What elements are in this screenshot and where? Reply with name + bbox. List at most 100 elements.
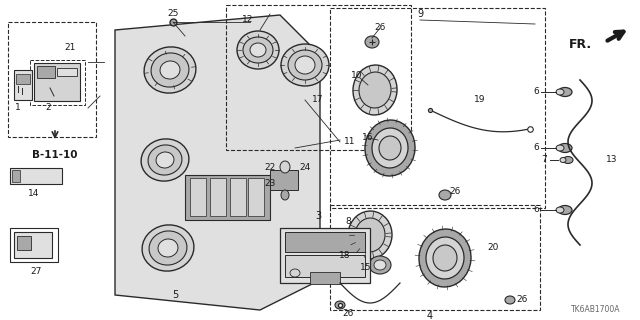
Text: 14: 14	[28, 189, 40, 198]
Bar	[280, 228, 370, 283]
Ellipse shape	[359, 72, 391, 108]
Text: 6: 6	[533, 204, 539, 213]
Ellipse shape	[563, 156, 573, 164]
Text: 18: 18	[339, 251, 351, 260]
Ellipse shape	[281, 190, 289, 200]
Bar	[17, 236, 31, 250]
Text: FR.: FR.	[569, 37, 592, 51]
Ellipse shape	[419, 229, 471, 287]
Ellipse shape	[47, 68, 57, 82]
Polygon shape	[115, 15, 320, 310]
Bar	[230, 178, 246, 216]
Ellipse shape	[374, 260, 386, 270]
Ellipse shape	[556, 145, 564, 151]
Text: 4: 4	[427, 311, 433, 320]
Ellipse shape	[560, 157, 566, 163]
Ellipse shape	[243, 37, 273, 63]
Ellipse shape	[365, 36, 379, 48]
Text: TK6AB1700A: TK6AB1700A	[570, 306, 620, 315]
Bar	[30, 60, 85, 105]
Text: 20: 20	[487, 244, 499, 252]
Ellipse shape	[558, 87, 572, 97]
Text: 15: 15	[360, 263, 372, 273]
Ellipse shape	[335, 301, 345, 309]
Ellipse shape	[160, 61, 180, 79]
Bar	[57, 68, 77, 76]
Ellipse shape	[426, 237, 464, 279]
Ellipse shape	[369, 256, 391, 274]
Bar	[14, 232, 52, 258]
Ellipse shape	[556, 89, 564, 95]
Text: 11: 11	[344, 138, 356, 147]
Bar	[14, 70, 32, 100]
Ellipse shape	[149, 231, 187, 265]
Bar	[16, 74, 30, 84]
Ellipse shape	[144, 47, 196, 93]
Ellipse shape	[379, 136, 401, 160]
Ellipse shape	[372, 128, 408, 168]
Text: 16: 16	[362, 133, 374, 142]
Bar	[270, 170, 298, 190]
Bar	[190, 178, 206, 216]
Text: 3: 3	[315, 211, 321, 221]
Bar	[226, 5, 411, 150]
Ellipse shape	[148, 145, 182, 175]
Ellipse shape	[348, 211, 392, 259]
Ellipse shape	[250, 43, 266, 57]
Ellipse shape	[353, 65, 397, 115]
Ellipse shape	[505, 296, 515, 304]
Text: 23: 23	[264, 179, 276, 188]
Ellipse shape	[295, 56, 315, 74]
Text: 6: 6	[533, 86, 539, 95]
Bar	[210, 178, 226, 216]
Ellipse shape	[142, 225, 194, 271]
Ellipse shape	[355, 218, 385, 252]
Bar	[37, 66, 55, 78]
Text: 21: 21	[64, 44, 76, 52]
Text: 26: 26	[516, 295, 528, 305]
Ellipse shape	[556, 207, 564, 213]
Ellipse shape	[439, 190, 451, 200]
Ellipse shape	[156, 152, 174, 168]
Text: 5: 5	[172, 290, 178, 300]
Ellipse shape	[288, 50, 322, 80]
Ellipse shape	[280, 161, 290, 173]
Text: 22: 22	[264, 164, 276, 172]
Bar	[330, 8, 545, 208]
Text: B-11-10: B-11-10	[32, 150, 77, 160]
Bar	[248, 178, 264, 216]
Text: 1: 1	[15, 103, 21, 113]
Ellipse shape	[290, 269, 300, 277]
Ellipse shape	[151, 53, 189, 87]
Text: 7: 7	[541, 156, 547, 164]
Bar	[10, 228, 58, 262]
Text: 2: 2	[45, 103, 51, 113]
Text: 17: 17	[312, 95, 324, 105]
Ellipse shape	[158, 239, 178, 257]
Ellipse shape	[558, 143, 572, 153]
Text: 26: 26	[374, 23, 386, 33]
Ellipse shape	[281, 44, 329, 86]
Bar	[285, 255, 365, 277]
Text: 26: 26	[449, 188, 461, 196]
Bar	[330, 205, 540, 310]
Text: 24: 24	[300, 164, 310, 172]
Text: 10: 10	[351, 71, 363, 81]
Text: 26: 26	[342, 309, 354, 318]
Bar	[34, 63, 80, 101]
Ellipse shape	[433, 245, 457, 271]
Bar	[185, 175, 270, 220]
Text: 27: 27	[30, 267, 42, 276]
Bar	[285, 232, 365, 252]
Ellipse shape	[237, 31, 279, 69]
Text: 19: 19	[474, 95, 486, 105]
Text: 9: 9	[417, 9, 423, 19]
Text: 12: 12	[243, 15, 253, 25]
Bar	[10, 168, 62, 184]
Bar	[310, 272, 340, 284]
Bar	[8, 22, 96, 137]
Bar	[12, 170, 20, 182]
Ellipse shape	[558, 205, 572, 214]
Ellipse shape	[141, 139, 189, 181]
Text: 8: 8	[345, 218, 351, 227]
